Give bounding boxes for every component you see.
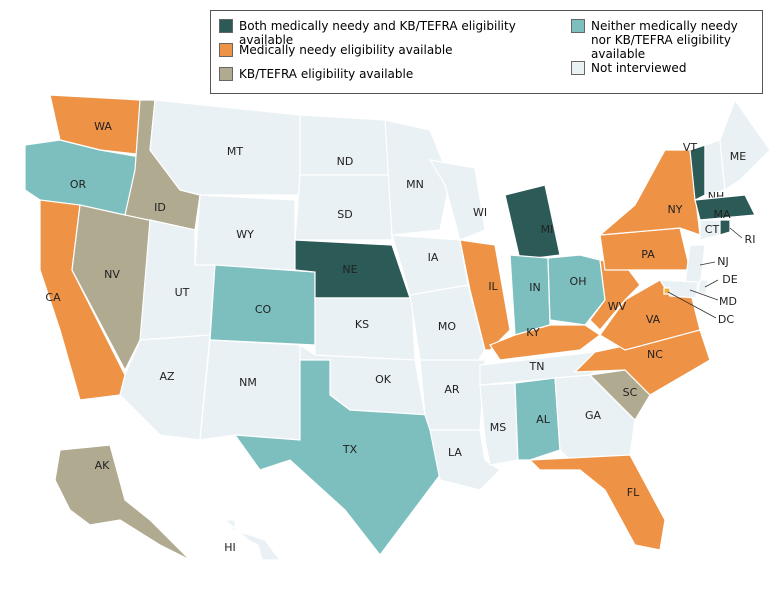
state-label: WA [94, 120, 112, 133]
state-label: PA [641, 248, 655, 261]
state-label: KS [355, 318, 369, 331]
state-label: IA [428, 251, 439, 264]
state-label: IL [488, 280, 498, 293]
state-label: NY [668, 203, 683, 216]
legend-swatch [571, 61, 585, 75]
state-label: AR [444, 383, 460, 396]
state-shape [528, 454, 666, 551]
leader-line [699, 261, 716, 266]
state-label: MI [541, 223, 554, 236]
state-label: OH [570, 275, 587, 288]
legend-item: Not interviewed [571, 61, 756, 75]
legend-label: Both medically needy and KB/TEFRA eligib… [239, 19, 516, 47]
state-shape [719, 98, 771, 192]
state-label: AL [536, 413, 551, 426]
state-shape [223, 519, 282, 561]
state-label: OK [375, 373, 392, 386]
state-label: CT [705, 223, 720, 236]
state-label: CO [255, 303, 272, 316]
state-shape [409, 284, 486, 366]
state-shape [199, 339, 301, 441]
legend-swatch [571, 19, 585, 33]
state-label: NE [342, 263, 357, 276]
state-label: IN [529, 281, 540, 294]
state-label: WV [608, 300, 627, 313]
state-shape [49, 94, 146, 156]
legend-swatch [219, 67, 233, 81]
state-label: OR [70, 178, 87, 191]
state-label: SD [337, 208, 352, 221]
state-label: RI [745, 233, 756, 246]
state-label: DE [722, 273, 737, 286]
state-shape [489, 324, 602, 361]
legend-item: Neither medically needy nor KB/TEFRA eli… [571, 19, 756, 61]
state-label: MS [490, 421, 506, 434]
state-shape [149, 99, 301, 196]
legend-label: Not interviewed [591, 61, 687, 75]
state-shape [428, 159, 486, 241]
state-label: AK [95, 459, 111, 472]
state-label: NJ [717, 255, 728, 268]
legend-label: KB/TEFRA eligibility available [239, 67, 414, 81]
state-label: WY [236, 228, 254, 241]
leader-line [704, 279, 719, 288]
legend-swatch [219, 19, 233, 33]
legend-item: KB/TEFRA eligibility available [219, 67, 539, 81]
state-label: TX [342, 443, 358, 456]
state-label: FL [627, 486, 640, 499]
state-label: DC [718, 313, 734, 326]
state-label: MA [713, 208, 730, 221]
legend-label: Neither medically needy nor KB/TEFRA eli… [591, 19, 738, 61]
state-label: KY [526, 326, 540, 339]
state-label: CA [45, 291, 61, 304]
state-label: NV [104, 268, 120, 281]
legend-swatch [219, 43, 233, 57]
state-label: VA [646, 313, 661, 326]
state-shape [663, 287, 671, 295]
state-shape [694, 194, 756, 221]
state-label: ID [154, 201, 166, 214]
state-shape [697, 279, 709, 296]
state-label: GA [585, 409, 602, 422]
legend-item: Both medically needy and KB/TEFRA eligib… [219, 19, 539, 47]
state-shape [504, 184, 561, 261]
state-label: LA [448, 446, 462, 459]
state-label: HI [224, 541, 236, 554]
state-label: VT [683, 141, 698, 154]
state-label: UT [175, 286, 190, 299]
state-label: TN [529, 360, 545, 373]
leader-line [729, 227, 743, 239]
state-label: ME [730, 150, 746, 163]
state-label: SC [623, 386, 638, 399]
state-shape [719, 219, 731, 236]
state-shape [459, 239, 511, 351]
state-shape [509, 254, 551, 336]
state-label: MO [438, 320, 456, 333]
state-shape [429, 429, 501, 491]
leader-line [667, 291, 717, 319]
state-label: MT [227, 145, 243, 158]
state-label: NC [647, 348, 663, 361]
leader-line [689, 289, 719, 301]
state-shape [384, 119, 451, 236]
state-shape [479, 382, 519, 466]
state-shape [294, 174, 393, 241]
legend-item: Medically needy eligibility available [219, 43, 539, 57]
state-label: AZ [159, 370, 175, 383]
state-label: NM [239, 376, 257, 389]
state-shape [54, 444, 191, 561]
state-label: WI [473, 206, 487, 219]
state-shape [598, 149, 701, 236]
legend: Both medically needy and KB/TEFRA eligib… [210, 10, 763, 94]
state-label: ND [337, 155, 354, 168]
state-label: MN [406, 178, 424, 191]
legend-label: Medically needy eligibility available [239, 43, 453, 57]
state-label: MD [719, 295, 737, 308]
state-shape [514, 377, 561, 461]
